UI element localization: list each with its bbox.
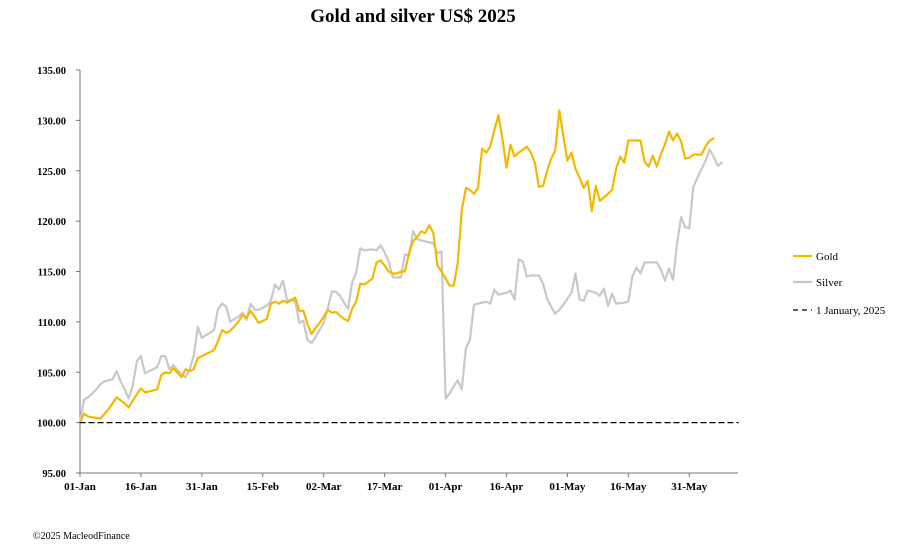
x-tick-label: 16-Jan — [125, 481, 157, 493]
y-tick-label: 100.00 — [37, 419, 66, 430]
y-tick-label: 135.00 — [37, 66, 66, 77]
series-line-gold — [78, 109, 715, 424]
y-tick-label: 120.00 — [37, 217, 66, 228]
x-tick-label: 15-Feb — [247, 481, 279, 493]
copyright-footer: ©2025 MacleodFinance — [33, 531, 130, 542]
legend: Gold Silver 1 January, 2025 — [793, 251, 886, 317]
x-tick-label: 31-Jan — [186, 481, 218, 493]
axes: 95.00 100.00 105.00 110.00 115.00 120.00 125.0… — [37, 66, 738, 493]
series-group — [78, 109, 739, 424]
x-tick-label: 16-May — [610, 481, 647, 493]
y-tick-label: 110.00 — [38, 318, 66, 329]
legend-label: 1 January, 2025 — [816, 305, 886, 317]
y-tick-label: 95.00 — [42, 469, 66, 480]
x-tick-label: 16-Apr — [490, 481, 524, 493]
x-tick-label: 01-May — [549, 481, 586, 493]
legend-label: Gold — [816, 251, 839, 263]
y-tick-label: 125.00 — [37, 167, 66, 178]
y-tick-label: 130.00 — [37, 116, 66, 127]
legend-label: Silver — [816, 277, 843, 289]
y-tick-label: 105.00 — [37, 368, 66, 379]
x-tick-label: 31-May — [671, 481, 708, 493]
x-tick-label: 17-Mar — [367, 481, 403, 493]
x-tick-label: 01-Jan — [64, 481, 96, 493]
chart-title: Gold and silver US$ 2025 — [310, 6, 516, 27]
x-tick-label: 02-Mar — [306, 481, 342, 493]
y-tick-label: 115.00 — [38, 268, 66, 279]
x-tick-label: 01-Apr — [429, 481, 463, 493]
series-line-silver — [78, 148, 723, 424]
